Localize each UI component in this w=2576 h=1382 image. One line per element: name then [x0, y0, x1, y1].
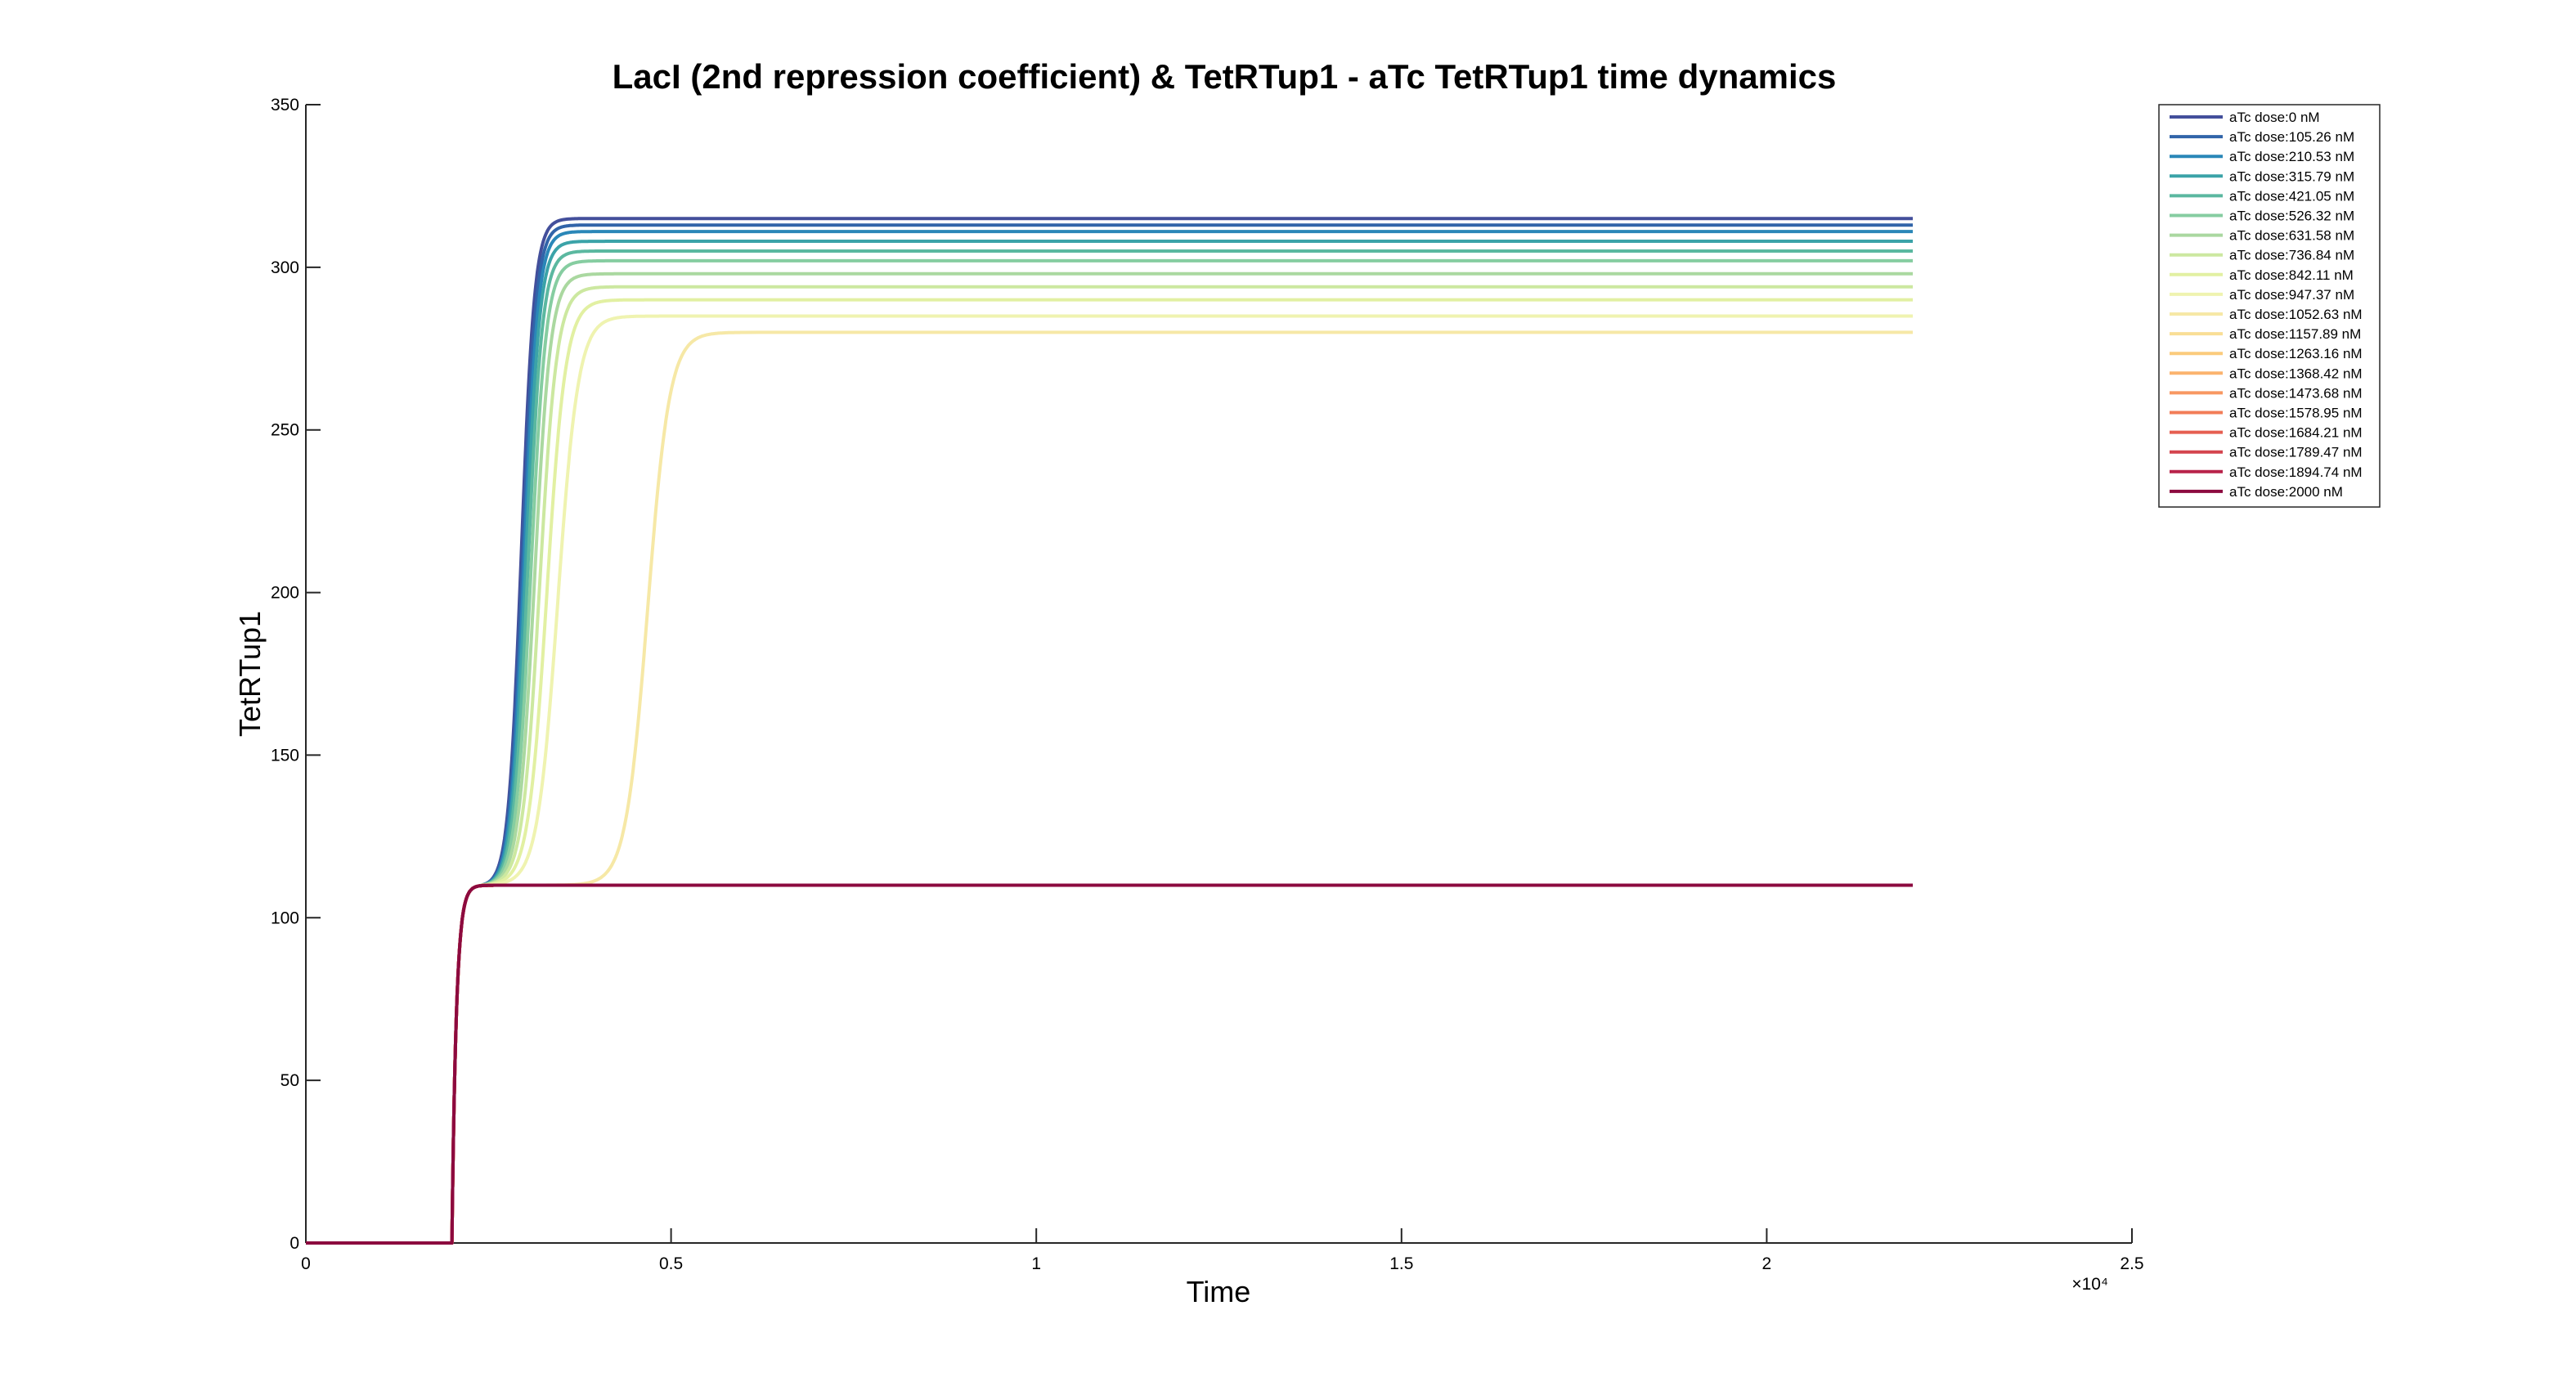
y-tick-label: 100: [271, 909, 299, 927]
legend-label: aTc dose:1368.42 nM: [2229, 366, 2363, 381]
y-tick-label: 350: [271, 96, 299, 114]
y-tick-label: 250: [271, 421, 299, 440]
x-ticks: 0 0.5 1 1.5 2 2.5: [301, 1228, 2144, 1273]
legend-label: aTc dose:631.58 nM: [2229, 228, 2354, 244]
legend-label: aTc dose:421.05 nM: [2229, 188, 2354, 204]
legend-label: aTc dose:1052.63 nM: [2229, 307, 2363, 322]
legend-label: aTc dose:1684.21 nM: [2229, 425, 2363, 441]
x-axis-label: Time: [1187, 1275, 1251, 1308]
legend-label: aTc dose:315.79 nM: [2229, 168, 2354, 184]
axes: [305, 105, 2132, 1244]
legend-box: [2158, 104, 2381, 508]
legend-label: aTc dose:1157.89 nM: [2229, 326, 2361, 342]
x-exponent-label: ×10⁴: [2071, 1275, 2108, 1294]
y-tick-label: 50: [280, 1071, 299, 1090]
x-tick-label: 1: [1031, 1254, 1041, 1273]
legend-label: aTc dose:1578.95 nM: [2229, 406, 2363, 421]
series-line-19: [304, 883, 1913, 1245]
legend-label: aTc dose:105.26 nM: [2229, 129, 2354, 145]
chart-title: LacI (2nd repression coefficient) & TetR…: [613, 57, 1837, 96]
legend-label: aTc dose:1894.74 nM: [2229, 464, 2363, 480]
y-tick-label: 200: [271, 584, 299, 603]
y-tick-label: 300: [271, 258, 299, 277]
legend-label: aTc dose:526.32 nM: [2229, 209, 2354, 224]
legend-label: aTc dose:1789.47 nM: [2229, 445, 2363, 460]
x-tick-label: 1.5: [1389, 1254, 1413, 1273]
legend-label: aTc dose:0 nM: [2229, 110, 2320, 125]
legend-label: aTc dose:1263.16 nM: [2229, 346, 2363, 361]
plot-lines: [304, 217, 1913, 1245]
legend-label: aTc dose:2000 nM: [2229, 484, 2343, 500]
legend-label: aTc dose:736.84 nM: [2229, 248, 2354, 263]
y-axis-label: TetRTup1: [233, 611, 267, 737]
x-tick-label: 2: [1762, 1254, 1772, 1273]
x-tick-label: 0.5: [659, 1254, 683, 1273]
y-tick-label: 0: [289, 1234, 299, 1253]
y-tick-label: 150: [271, 746, 299, 765]
y-ticks: 0 50 100 150 200 250 300 350: [271, 96, 321, 1253]
legend-label: aTc dose:842.11 nM: [2229, 267, 2354, 283]
legend-label: aTc dose:1473.68 nM: [2229, 385, 2363, 401]
legend-entries: aTc dose:0 nM aTc dose:105.26 nM aTc dose:…: [2170, 110, 2363, 500]
legend: aTc dose:0 nM aTc dose:105.26 nM aTc dose:…: [2158, 104, 2381, 508]
x-tick-label: 0: [301, 1254, 311, 1273]
legend-label: aTc dose:210.53 nM: [2229, 149, 2354, 164]
x-tick-label: 2.5: [2120, 1254, 2143, 1273]
legend-label: aTc dose:947.37 nM: [2229, 287, 2354, 303]
